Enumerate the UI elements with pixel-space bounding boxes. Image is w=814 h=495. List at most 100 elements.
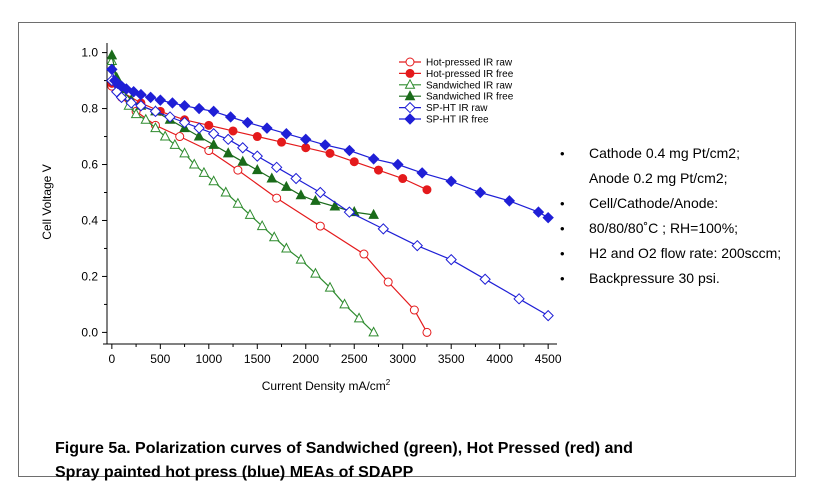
series-line: [111, 55, 374, 216]
data-point: [310, 194, 321, 205]
data-point: [513, 293, 525, 305]
data-point: [295, 189, 307, 200]
x-axis-label-superscript: 2: [386, 378, 391, 387]
data-point: [353, 312, 365, 323]
note-line: H2 and O2 flow rate: 200sccm;: [589, 245, 782, 261]
legend-label: Sandwiched IR free: [426, 92, 514, 103]
data-point: [343, 144, 356, 157]
note-bullet: [560, 166, 565, 191]
data-point: [474, 186, 486, 199]
x-axis-label-text: Current Density mA/cm: [262, 379, 386, 393]
data-point: [140, 113, 152, 124]
data-point: [416, 167, 428, 179]
x-tick-label: 4500: [535, 352, 562, 366]
polarization-chart: 0 500 1000 1500 2000 2500 3000 3500 4000 4500 0.0 0…: [40, 43, 562, 393]
legend-label: Hot-pressed IR raw: [426, 58, 513, 69]
data-point: [135, 100, 147, 112]
data-point: [368, 208, 379, 219]
data-point: [149, 105, 162, 118]
data-point: [319, 139, 331, 151]
data-point: [280, 128, 293, 140]
data-point: [281, 180, 292, 191]
legend-marker: [404, 113, 416, 125]
figure-frame: 0 500 1000 1500 2000 2500 3000 3500 4000 4500 0.0 0…: [18, 22, 796, 481]
x-tick-label: 2500: [341, 352, 368, 366]
data-point: [251, 150, 263, 162]
x-tick-label: 3500: [438, 352, 465, 366]
series-hot-pressed-ir-raw: [107, 81, 432, 337]
legend-label: SP-HT IR free: [426, 115, 489, 126]
data-point: [241, 116, 254, 129]
data-point: [542, 309, 554, 322]
x-tick-label: 4000: [486, 352, 513, 366]
legend-marker: [404, 78, 416, 89]
y-tick-label: 0.2: [81, 269, 98, 283]
note-line: Anode 0.2 mg Pt/cm2;: [589, 170, 728, 186]
note-bullet: •: [560, 196, 565, 211]
y-tick-label: 1.0: [81, 46, 98, 60]
data-point: [373, 165, 383, 175]
data-point: [208, 138, 219, 149]
legend-marker: [405, 68, 415, 78]
data-point: [272, 193, 282, 203]
caption-line-2: Spray painted hot press (blue) MEAs of S…: [55, 464, 414, 481]
x-tick-label: 1500: [244, 352, 271, 366]
data-point: [175, 132, 185, 142]
data-point: [224, 111, 237, 123]
data-point: [207, 128, 220, 140]
legend-marker: [405, 57, 415, 67]
legend-item: SP-HT IR raw: [399, 101, 488, 114]
y-tick-label: 0.8: [81, 102, 98, 116]
data-point: [198, 166, 210, 177]
data-point: [411, 239, 423, 252]
data-point: [166, 97, 179, 109]
data-point: [222, 147, 234, 158]
data-point: [207, 105, 220, 118]
data-point: [532, 206, 545, 218]
data-point: [244, 208, 256, 219]
legend-item: Hot-pressed IR raw: [399, 57, 513, 69]
data-point: [256, 220, 268, 231]
data-point: [125, 97, 137, 109]
series-sp-ht-ir-raw: [106, 74, 554, 322]
data-point: [193, 102, 205, 115]
x-tick-label: 0: [109, 352, 116, 366]
data-point: [220, 186, 232, 197]
data-point: [178, 116, 191, 129]
data-point: [193, 122, 205, 134]
data-point: [232, 197, 244, 208]
data-point: [409, 305, 419, 315]
data-point: [290, 172, 302, 185]
legend-item: Sandwiched IR free: [399, 90, 514, 103]
data-point: [445, 175, 457, 188]
data-point: [154, 94, 167, 106]
y-tick-label: 0.0: [81, 325, 98, 339]
data-point: [204, 120, 214, 130]
x-tick-label: 1000: [195, 352, 222, 366]
data-point: [339, 298, 350, 309]
data-point: [422, 185, 432, 195]
data-point: [392, 158, 404, 171]
data-point: [228, 126, 238, 136]
y-axis-label: Cell Voltage V: [40, 164, 54, 239]
axes: 0 500 1000 1500 2000 2500 3000 3500 4000 4500 0.0 0…: [81, 43, 562, 366]
data-point: [150, 122, 161, 133]
legend-marker: [404, 90, 416, 101]
x-tick-label: 2000: [292, 352, 319, 366]
data-point: [268, 231, 280, 242]
data-point: [367, 153, 380, 165]
data-point: [368, 326, 379, 337]
data-point: [315, 221, 325, 231]
data-point: [178, 100, 191, 112]
legend-item: SP-HT IR free: [399, 113, 489, 126]
figure-caption: Figure 5a. Polarization curves of Sandwi…: [55, 437, 814, 485]
data-point: [383, 277, 393, 287]
data-point: [349, 157, 359, 167]
data-point: [188, 158, 200, 169]
y-tick-label: 0.4: [81, 213, 98, 227]
data-point: [222, 133, 234, 146]
data-point: [135, 88, 147, 101]
x-tick-label: 3000: [389, 352, 416, 366]
series-sandwiched-ir-free: [106, 49, 379, 219]
data-point: [261, 122, 273, 134]
